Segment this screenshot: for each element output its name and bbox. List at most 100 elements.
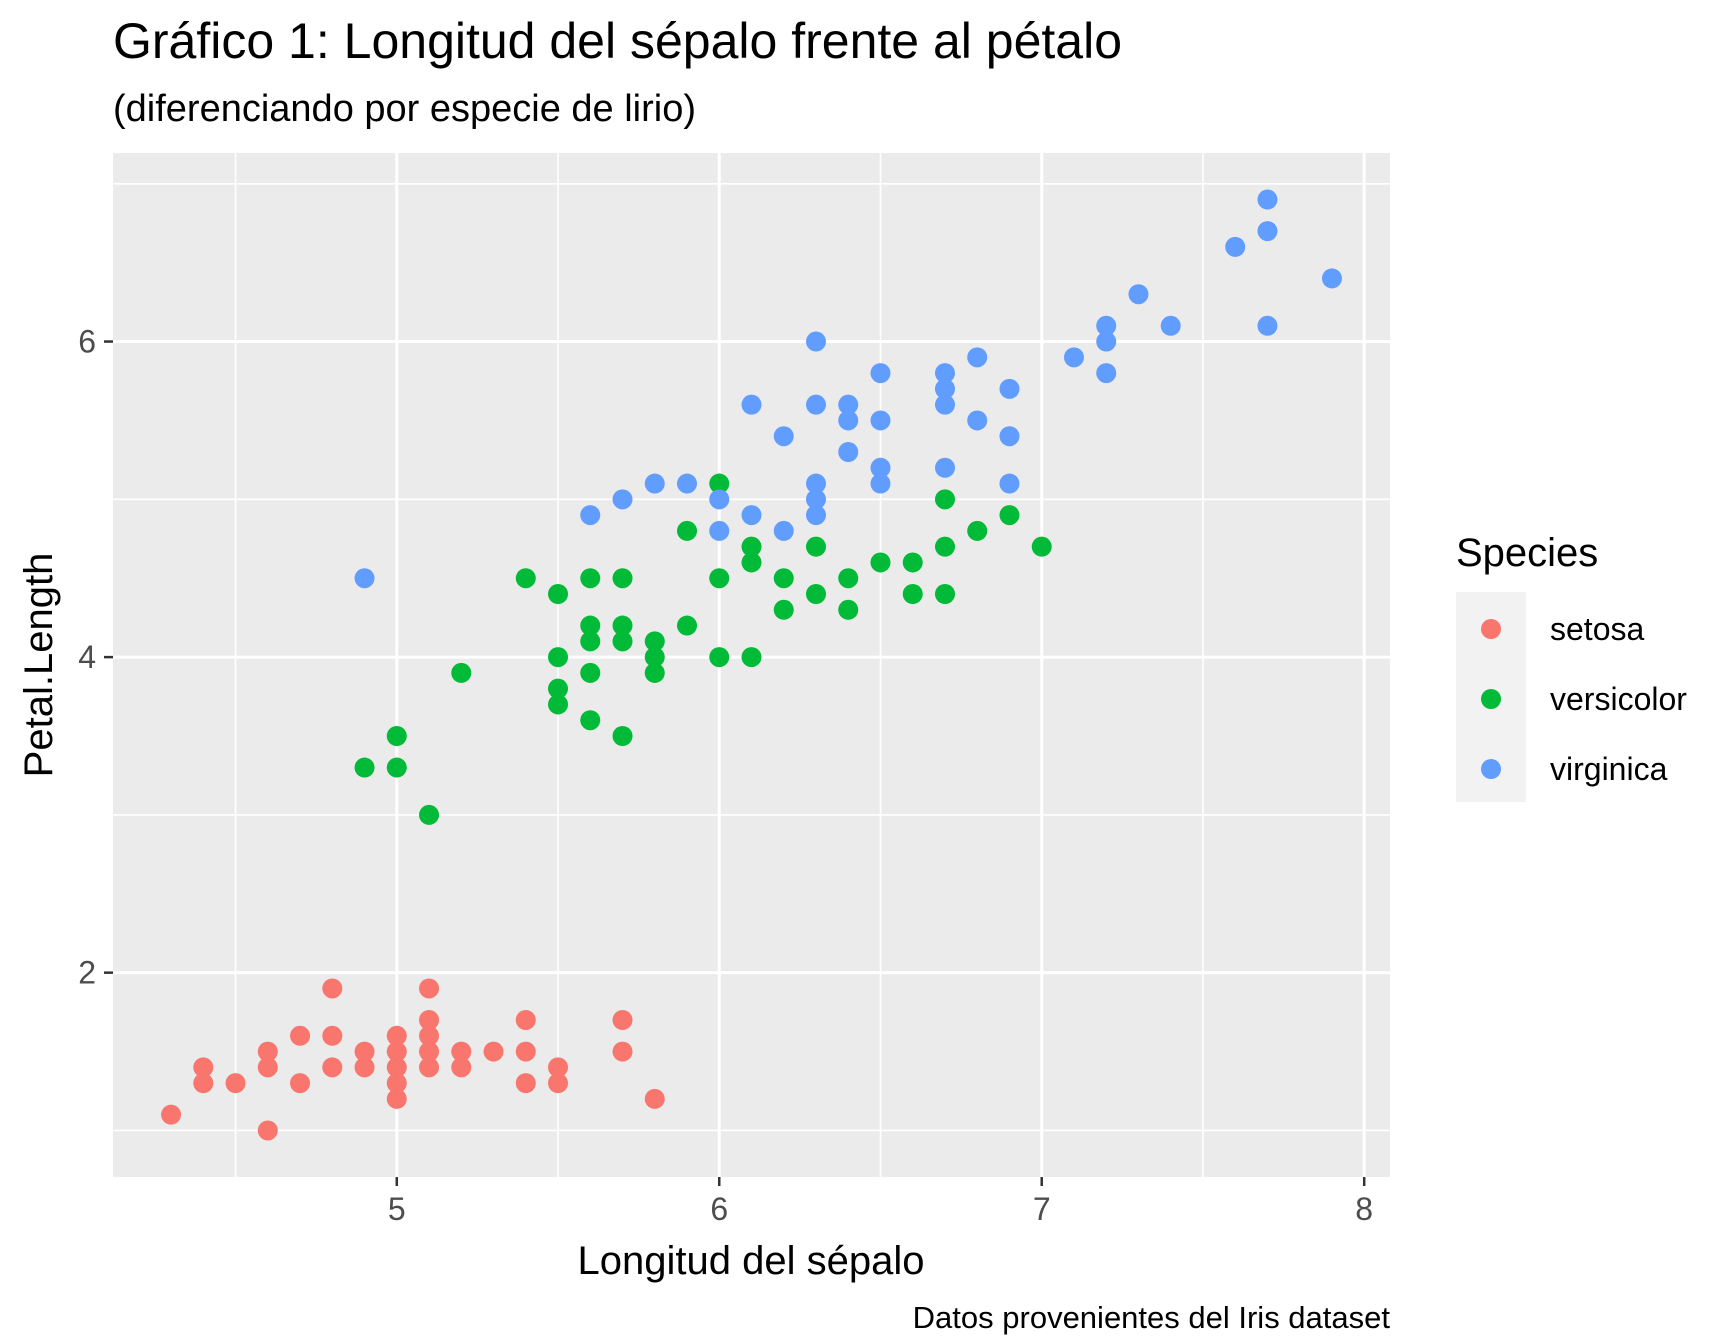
data-point-versicolor (934, 583, 955, 604)
y-tick-label: 4 (78, 639, 96, 675)
data-point-versicolor (580, 662, 601, 683)
data-point-versicolor (870, 552, 891, 573)
data-point-setosa (515, 1010, 536, 1031)
data-point-virginica (838, 394, 859, 415)
data-point-virginica (999, 426, 1020, 447)
data-point-virginica (1096, 331, 1117, 352)
data-point-virginica (580, 505, 601, 526)
data-point-virginica (709, 520, 730, 541)
data-point-setosa (257, 1041, 278, 1062)
y-tick-label: 6 (78, 324, 96, 360)
data-point-setosa (386, 1041, 407, 1062)
data-point-virginica (805, 394, 826, 415)
data-point-versicolor (548, 647, 569, 668)
data-point-setosa (322, 1025, 343, 1046)
legend-key-setosa (1481, 619, 1501, 639)
data-point-setosa (386, 1025, 407, 1046)
data-point-versicolor (386, 726, 407, 747)
data-point-versicolor (741, 647, 762, 668)
x-tick-label: 7 (1033, 1191, 1051, 1227)
legend-label-virginica: virginica (1550, 751, 1668, 787)
data-point-versicolor (773, 599, 794, 620)
legend-title: Species (1456, 531, 1598, 575)
data-point-virginica (967, 347, 988, 368)
data-point-versicolor (451, 662, 472, 683)
data-point-setosa (290, 1073, 311, 1094)
data-point-versicolor (612, 568, 633, 589)
data-point-virginica (805, 331, 826, 352)
data-point-setosa (322, 1057, 343, 1078)
data-point-versicolor (386, 757, 407, 778)
data-point-setosa (419, 1041, 440, 1062)
data-point-setosa (548, 1073, 569, 1094)
x-tick-label: 5 (388, 1191, 406, 1227)
data-point-virginica (677, 473, 698, 494)
data-point-versicolor (419, 804, 440, 825)
y-axis-title: Petal.Length (17, 553, 61, 778)
data-point-virginica (709, 489, 730, 510)
data-point-virginica (838, 410, 859, 431)
data-point-virginica (870, 363, 891, 384)
data-point-setosa (548, 1057, 569, 1078)
data-point-virginica (612, 489, 633, 510)
data-point-virginica (1257, 315, 1278, 336)
data-point-virginica (805, 505, 826, 526)
data-point-versicolor (805, 583, 826, 604)
x-tick-label: 8 (1355, 1191, 1373, 1227)
data-point-versicolor (1031, 536, 1052, 557)
data-point-virginica (934, 378, 955, 399)
data-point-setosa (257, 1120, 278, 1141)
data-point-versicolor (967, 520, 988, 541)
data-point-versicolor (612, 726, 633, 747)
chart-subtitle: (diferenciando por especie de lirio) (113, 88, 696, 130)
data-point-setosa (193, 1057, 214, 1078)
data-point-virginica (1096, 315, 1117, 336)
data-point-versicolor (612, 615, 633, 636)
data-point-versicolor (548, 694, 569, 715)
data-point-versicolor (580, 710, 601, 731)
data-point-virginica (741, 394, 762, 415)
data-point-setosa (451, 1057, 472, 1078)
data-point-versicolor (580, 568, 601, 589)
data-point-versicolor (580, 631, 601, 652)
data-point-versicolor (934, 536, 955, 557)
data-point-virginica (934, 457, 955, 478)
data-point-setosa (419, 1057, 440, 1078)
data-point-setosa (354, 1057, 375, 1078)
data-point-versicolor (902, 552, 923, 573)
data-point-versicolor (709, 647, 730, 668)
data-point-versicolor (580, 615, 601, 636)
data-point-virginica (741, 505, 762, 526)
data-point-virginica (1225, 236, 1246, 257)
data-point-setosa (290, 1025, 311, 1046)
legend-key-virginica (1481, 759, 1501, 779)
data-point-virginica (1321, 268, 1342, 289)
data-point-versicolor (838, 599, 859, 620)
data-point-setosa (515, 1073, 536, 1094)
legend: Species setosa versicolor virginica (1456, 531, 1687, 802)
x-axis-title: Longitud del sépalo (578, 1239, 925, 1283)
legend-items: setosa versicolor virginica (1481, 611, 1687, 787)
data-point-virginica (773, 426, 794, 447)
chart-title: Gráfico 1: Longitud del sépalo frente al… (113, 13, 1122, 69)
data-point-versicolor (612, 631, 633, 652)
data-point-setosa (612, 1041, 633, 1062)
data-point-setosa (386, 1088, 407, 1109)
legend-key-versicolor (1481, 689, 1501, 709)
data-point-setosa (483, 1041, 504, 1062)
data-point-virginica (805, 473, 826, 494)
data-point-versicolor (741, 552, 762, 573)
data-point-setosa (451, 1041, 472, 1062)
data-point-versicolor (709, 568, 730, 589)
data-point-versicolor (773, 568, 794, 589)
data-point-setosa (515, 1041, 536, 1062)
data-point-virginica (644, 473, 665, 494)
data-point-virginica (1096, 363, 1117, 384)
data-point-setosa (161, 1104, 182, 1125)
data-point-setosa (225, 1073, 246, 1094)
data-point-virginica (999, 473, 1020, 494)
data-point-virginica (934, 363, 955, 384)
data-point-setosa (386, 1073, 407, 1094)
data-point-virginica (1128, 284, 1149, 305)
